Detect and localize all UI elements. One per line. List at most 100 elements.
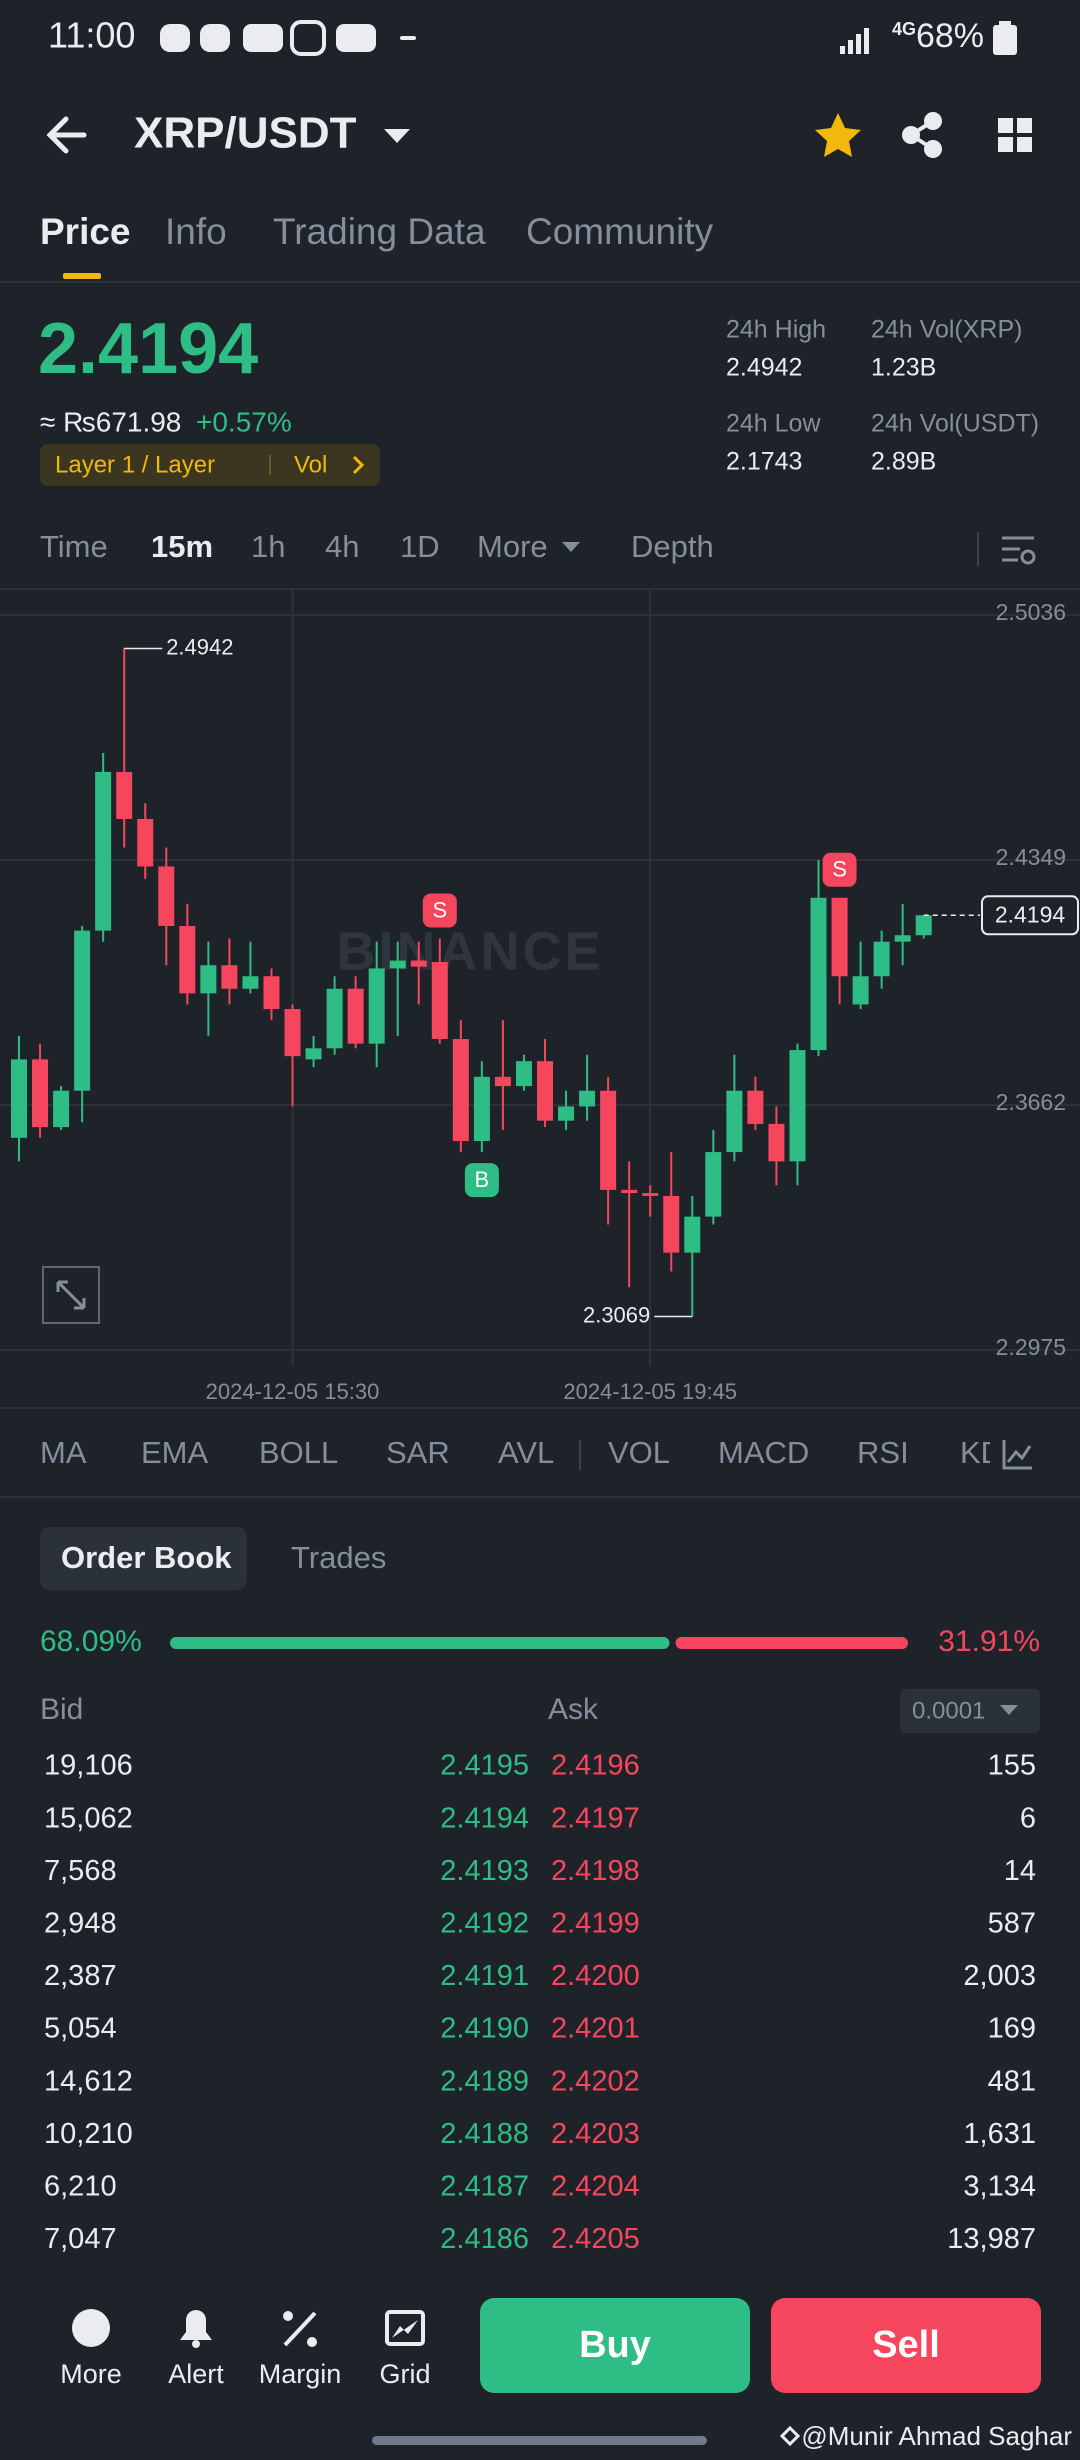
- price-change: +0.57%: [196, 406, 292, 437]
- candle: [747, 1076, 764, 1130]
- candle-body: [537, 1061, 553, 1121]
- ask-quantity: 1,631: [963, 2118, 1036, 2150]
- candle-body: [873, 941, 890, 977]
- expand-icon[interactable]: [42, 1266, 100, 1324]
- candle-body: [726, 1090, 743, 1153]
- candle: [347, 976, 364, 1049]
- layout-icon[interactable]: [998, 118, 1032, 152]
- indicator-option[interactable]: AVL: [498, 1435, 554, 1470]
- candle: [11, 1035, 27, 1162]
- indicator-option[interactable]: BOLL: [259, 1435, 338, 1470]
- interval-option[interactable]: 4h: [325, 529, 359, 564]
- indicator-option[interactable]: MACD: [718, 1435, 809, 1470]
- interval-option[interactable]: 1D: [400, 529, 440, 564]
- interval-option[interactable]: Depth: [631, 529, 714, 564]
- candle: [558, 1090, 575, 1130]
- tab[interactable]: Trading Data: [273, 211, 486, 252]
- back-arrow[interactable]: [46, 116, 87, 154]
- tab[interactable]: Community: [526, 211, 714, 252]
- bid-quantity: 6,210: [44, 2170, 117, 2202]
- candle: [284, 1004, 301, 1107]
- precision[interactable]: 0.0001: [912, 1697, 985, 1724]
- tag-pill[interactable]: [40, 444, 380, 486]
- candle-body: [684, 1216, 701, 1253]
- bid-ratio-bar: [170, 1637, 670, 1649]
- pair-title[interactable]: XRP/USDT: [134, 109, 357, 158]
- candle: [684, 1195, 701, 1317]
- candle-body: [347, 988, 364, 1044]
- book-tab[interactable]: Order Book: [61, 1540, 232, 1575]
- book-tab[interactable]: Trades: [291, 1540, 386, 1575]
- favorite-star[interactable]: [815, 113, 861, 157]
- pair-dropdown[interactable]: [384, 129, 410, 143]
- candle: [873, 930, 890, 989]
- sell-label[interactable]: Sell: [872, 2324, 940, 2366]
- chart-settings-icon[interactable]: [1002, 536, 1036, 565]
- buy-label[interactable]: Buy: [579, 2324, 651, 2366]
- candle: [915, 915, 932, 939]
- ask-price: 2.4201: [551, 2013, 640, 2045]
- candle-body: [305, 1048, 322, 1060]
- y-tick-label: 2.2975: [996, 1334, 1066, 1360]
- precision-pill[interactable]: [900, 1689, 1040, 1733]
- candle: [158, 847, 175, 966]
- bid-price: 2.4194: [440, 1802, 529, 1834]
- ask-price: 2.4199: [551, 1907, 640, 1939]
- nav-label[interactable]: Grid: [379, 2359, 430, 2389]
- y-tick-label: 2.4349: [996, 844, 1066, 870]
- network-type: 4G: [892, 19, 916, 39]
- tab-pill[interactable]: [40, 1527, 247, 1590]
- candle-body: [768, 1123, 785, 1162]
- stat-label: 24h High: [726, 316, 826, 344]
- indicator-option[interactable]: SAR: [386, 1435, 450, 1470]
- tab[interactable]: Price: [40, 211, 131, 252]
- signal-label: S: [832, 857, 847, 882]
- nav-label[interactable]: Alert: [168, 2359, 224, 2389]
- ask-quantity: 6: [1020, 1802, 1036, 1834]
- candle: [74, 925, 91, 1123]
- interval-option[interactable]: 1h: [251, 529, 285, 564]
- candle-body: [852, 976, 869, 1005]
- candle-body: [894, 935, 911, 942]
- indicator-option[interactable]: RSI: [857, 1435, 909, 1470]
- tab[interactable]: Info: [165, 211, 227, 252]
- bid-quantity: 7,047: [44, 2223, 117, 2255]
- ask-quantity: 169: [988, 2013, 1036, 2045]
- y-tick-label: 2.3662: [996, 1089, 1066, 1115]
- bid-price: 2.4193: [440, 1855, 529, 1887]
- bid-price: 2.4188: [440, 2118, 529, 2150]
- bid-quantity: 15,062: [44, 1802, 133, 1834]
- indicator-option[interactable]: KDJ: [960, 1435, 1019, 1470]
- vol-tag[interactable]: Vol: [294, 451, 327, 478]
- candle-body: [200, 965, 217, 994]
- sell-button[interactable]: [771, 2298, 1041, 2393]
- interval-option[interactable]: Time: [40, 529, 108, 564]
- ask-price: 2.4200: [551, 1960, 640, 1992]
- stat-value: 1.23B: [871, 354, 936, 382]
- candle-body: [810, 897, 827, 1051]
- interval-option[interactable]: 15m: [151, 529, 213, 564]
- indicator-settings-icon[interactable]: [1002, 1440, 1032, 1470]
- candle-body: [579, 1090, 596, 1107]
- candle: [263, 968, 280, 1021]
- sector-tag[interactable]: Layer 1 / Layer: [55, 451, 215, 478]
- column-header: Ask: [548, 1693, 599, 1726]
- candle: [32, 1043, 49, 1138]
- share-icon[interactable]: [902, 112, 942, 158]
- candle: [179, 903, 196, 1005]
- nav-label[interactable]: Margin: [259, 2359, 342, 2389]
- candle: [663, 1152, 680, 1272]
- indicator-option[interactable]: MA: [40, 1435, 87, 1470]
- indicator-option[interactable]: VOL: [608, 1435, 670, 1470]
- candle: [789, 1043, 806, 1186]
- bid-price: 2.4191: [440, 1960, 529, 1992]
- nav-label[interactable]: More: [60, 2359, 122, 2389]
- more-dropdown[interactable]: [562, 542, 580, 552]
- candle-body: [705, 1152, 722, 1217]
- indicator-option[interactable]: EMA: [141, 1435, 209, 1470]
- buy-button[interactable]: [480, 2298, 750, 2393]
- interval-option[interactable]: More: [477, 529, 548, 564]
- candle: [95, 753, 112, 942]
- x-tick-label: 2024-12-05 15:30: [206, 1379, 380, 1404]
